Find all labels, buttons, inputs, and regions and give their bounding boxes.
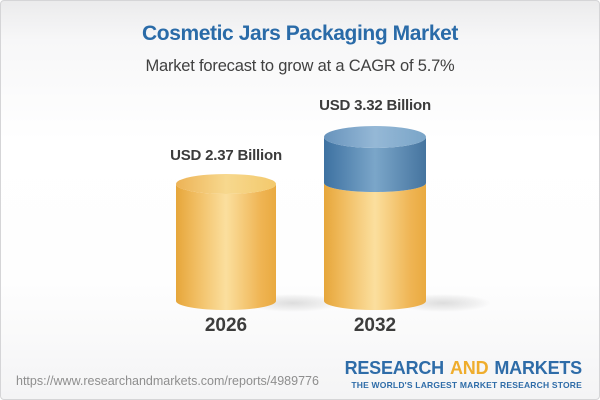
research-and-markets-logo: RESEARCH AND MARKETS THE WORLD'S LARGEST…: [344, 358, 583, 390]
bar-2032-cylinder: [324, 126, 426, 310]
year-label-2026: 2026: [204, 315, 248, 336]
year-label-2032: 2032: [353, 315, 397, 336]
logo-word-research: RESEARCH: [344, 358, 445, 378]
page-subtitle: Market forecast to grow at a CAGR of 5.7…: [145, 57, 455, 75]
logo-tagline: THE WORLD'S LARGEST MARKET RESEARCH STOR…: [351, 380, 582, 390]
logo-word-and: AND: [449, 358, 489, 378]
value-label-2032: USD 3.32 Billion: [319, 97, 431, 114]
page-title: Cosmetic Jars Packaging Market: [142, 22, 458, 45]
logo-wordmark: RESEARCH AND MARKETS: [344, 358, 583, 378]
bar-2032-gold-segment: [324, 183, 426, 310]
logo-word-markets: MARKETS: [494, 358, 582, 378]
report-url: https://www.researchandmarkets.com/repor…: [16, 374, 319, 388]
value-label-2026: USD 2.37 Billion: [170, 147, 282, 164]
bar-2026-cylinder: [176, 174, 276, 310]
bar-2032-blue-segment: [324, 137, 426, 192]
